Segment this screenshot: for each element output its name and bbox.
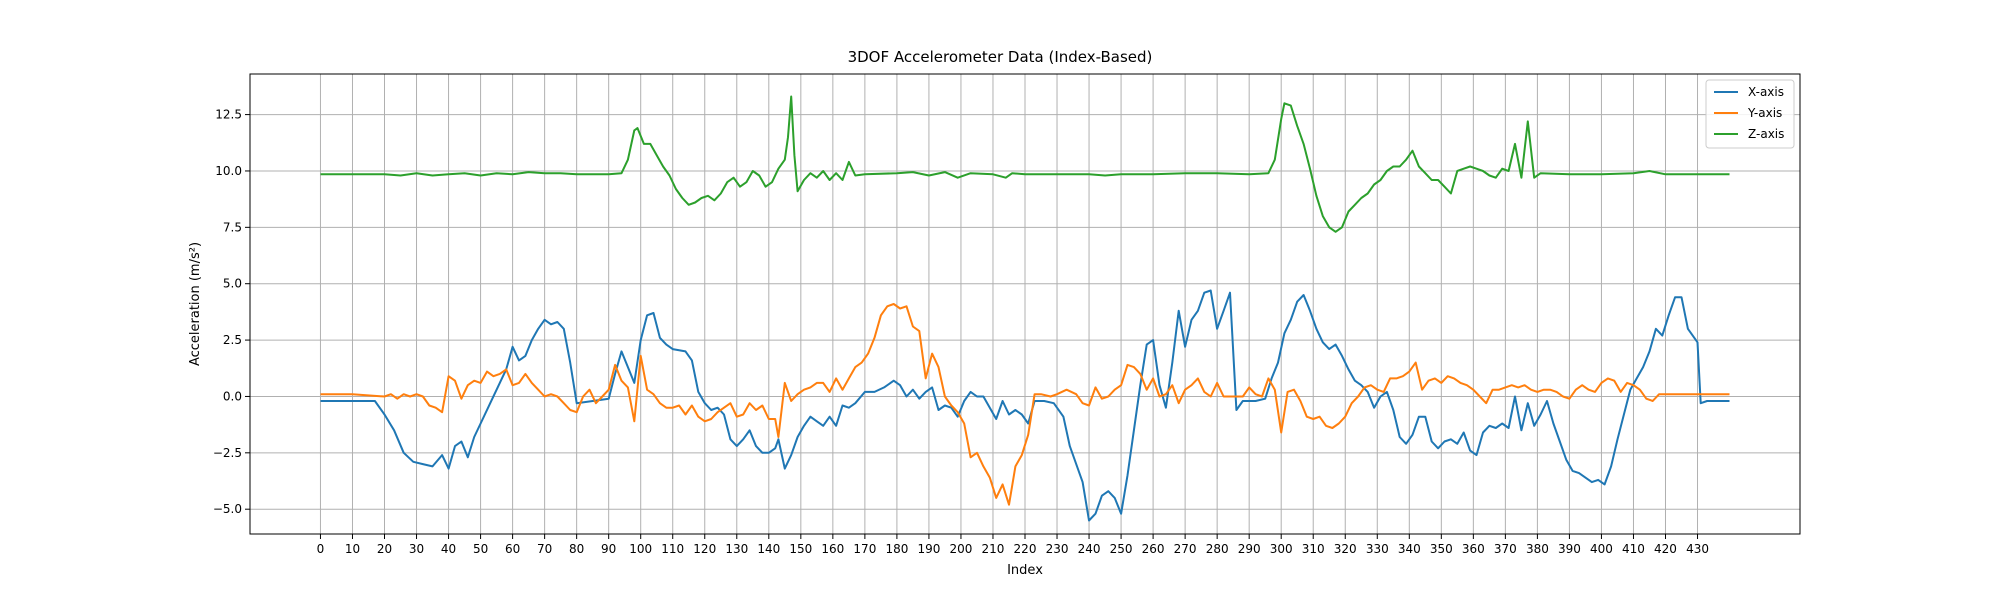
x-tick-label: 370 bbox=[1494, 542, 1517, 556]
x-tick-label: 360 bbox=[1462, 542, 1485, 556]
x-tick-label: 330 bbox=[1366, 542, 1389, 556]
x-tick-label: 270 bbox=[1174, 542, 1197, 556]
x-tick-label: 240 bbox=[1078, 542, 1101, 556]
y-tick-label: 0.0 bbox=[223, 389, 242, 403]
legend-box bbox=[1705, 79, 1795, 149]
x-tick-label: 280 bbox=[1206, 542, 1229, 556]
y-tick-label: 12.5 bbox=[215, 108, 242, 122]
x-tick-label: 260 bbox=[1142, 542, 1165, 556]
x-tick-label: 80 bbox=[569, 542, 584, 556]
x-tick-label: 150 bbox=[789, 542, 812, 556]
x-tick-label: 410 bbox=[1622, 542, 1645, 556]
series-line-z-axis bbox=[320, 95, 1730, 233]
x-tick-label: 190 bbox=[917, 542, 940, 556]
x-tick-label: 100 bbox=[629, 542, 652, 556]
x-tick-label: 30 bbox=[409, 542, 424, 556]
x-tick-label: 390 bbox=[1558, 542, 1581, 556]
x-axis-label: Index bbox=[1007, 563, 1043, 578]
legend: X-axis Y-axis Z-axis bbox=[1705, 79, 1795, 149]
x-tick-label: 420 bbox=[1654, 542, 1677, 556]
x-tick-label: 400 bbox=[1590, 542, 1613, 556]
x-tick-label: 120 bbox=[693, 542, 716, 556]
legend-label-x-axis: X-axis bbox=[1748, 85, 1784, 99]
x-tick-label: 290 bbox=[1238, 542, 1261, 556]
x-tick-label: 320 bbox=[1334, 542, 1357, 556]
y-tick-label: 2.5 bbox=[223, 333, 242, 347]
x-tick-label: 40 bbox=[441, 542, 456, 556]
x-tick-label: 160 bbox=[821, 542, 844, 556]
y-axis: −5.0 −2.5 0.0 2.5 5.0 7.5 10.0 12.5 bbox=[213, 108, 250, 516]
x-tick-label: 140 bbox=[757, 542, 780, 556]
legend-label-z-axis: Z-axis bbox=[1748, 127, 1784, 141]
x-tick-label: 200 bbox=[949, 542, 972, 556]
x-tick-label: 50 bbox=[473, 542, 488, 556]
y-tick-label: −5.0 bbox=[213, 502, 242, 516]
x-tick-label: 430 bbox=[1686, 542, 1709, 556]
series-line-x-axis bbox=[320, 289, 1730, 522]
y-axis-label: Acceleration (m/s²) bbox=[188, 242, 203, 366]
x-tick-label: 300 bbox=[1270, 542, 1293, 556]
grid bbox=[250, 74, 1800, 534]
x-tick-label: 210 bbox=[982, 542, 1005, 556]
x-tick-label: 0 bbox=[317, 542, 325, 556]
x-tick-label: 310 bbox=[1302, 542, 1325, 556]
x-tick-label: 70 bbox=[537, 542, 552, 556]
x-tick-label: 90 bbox=[601, 542, 616, 556]
x-axis: 0 10 20 30 40 50 60 70 80 90 100 110 120 130 140 150 160… bbox=[317, 534, 1709, 556]
y-tick-label: 7.5 bbox=[223, 220, 242, 234]
x-tick-label: 380 bbox=[1526, 542, 1549, 556]
x-tick-label: 220 bbox=[1014, 542, 1037, 556]
x-tick-label: 60 bbox=[505, 542, 520, 556]
chart-title: 3DOF Accelerometer Data (Index-Based) bbox=[848, 48, 1153, 66]
x-tick-label: 340 bbox=[1398, 542, 1421, 556]
x-tick-label: 110 bbox=[661, 542, 684, 556]
x-tick-label: 350 bbox=[1430, 542, 1453, 556]
series-line-y-axis bbox=[320, 303, 1730, 506]
x-tick-label: 180 bbox=[885, 542, 908, 556]
x-tick-label: 10 bbox=[345, 542, 360, 556]
y-tick-label: −2.5 bbox=[213, 446, 242, 460]
y-tick-label: 5.0 bbox=[223, 277, 242, 291]
series-layer bbox=[320, 95, 1730, 522]
x-tick-label: 250 bbox=[1110, 542, 1133, 556]
y-tick-label: 10.0 bbox=[215, 164, 242, 178]
x-tick-label: 20 bbox=[377, 542, 392, 556]
x-tick-label: 130 bbox=[725, 542, 748, 556]
legend-label-y-axis: Y-axis bbox=[1747, 106, 1782, 120]
x-tick-label: 170 bbox=[853, 542, 876, 556]
x-tick-label: 230 bbox=[1046, 542, 1069, 556]
